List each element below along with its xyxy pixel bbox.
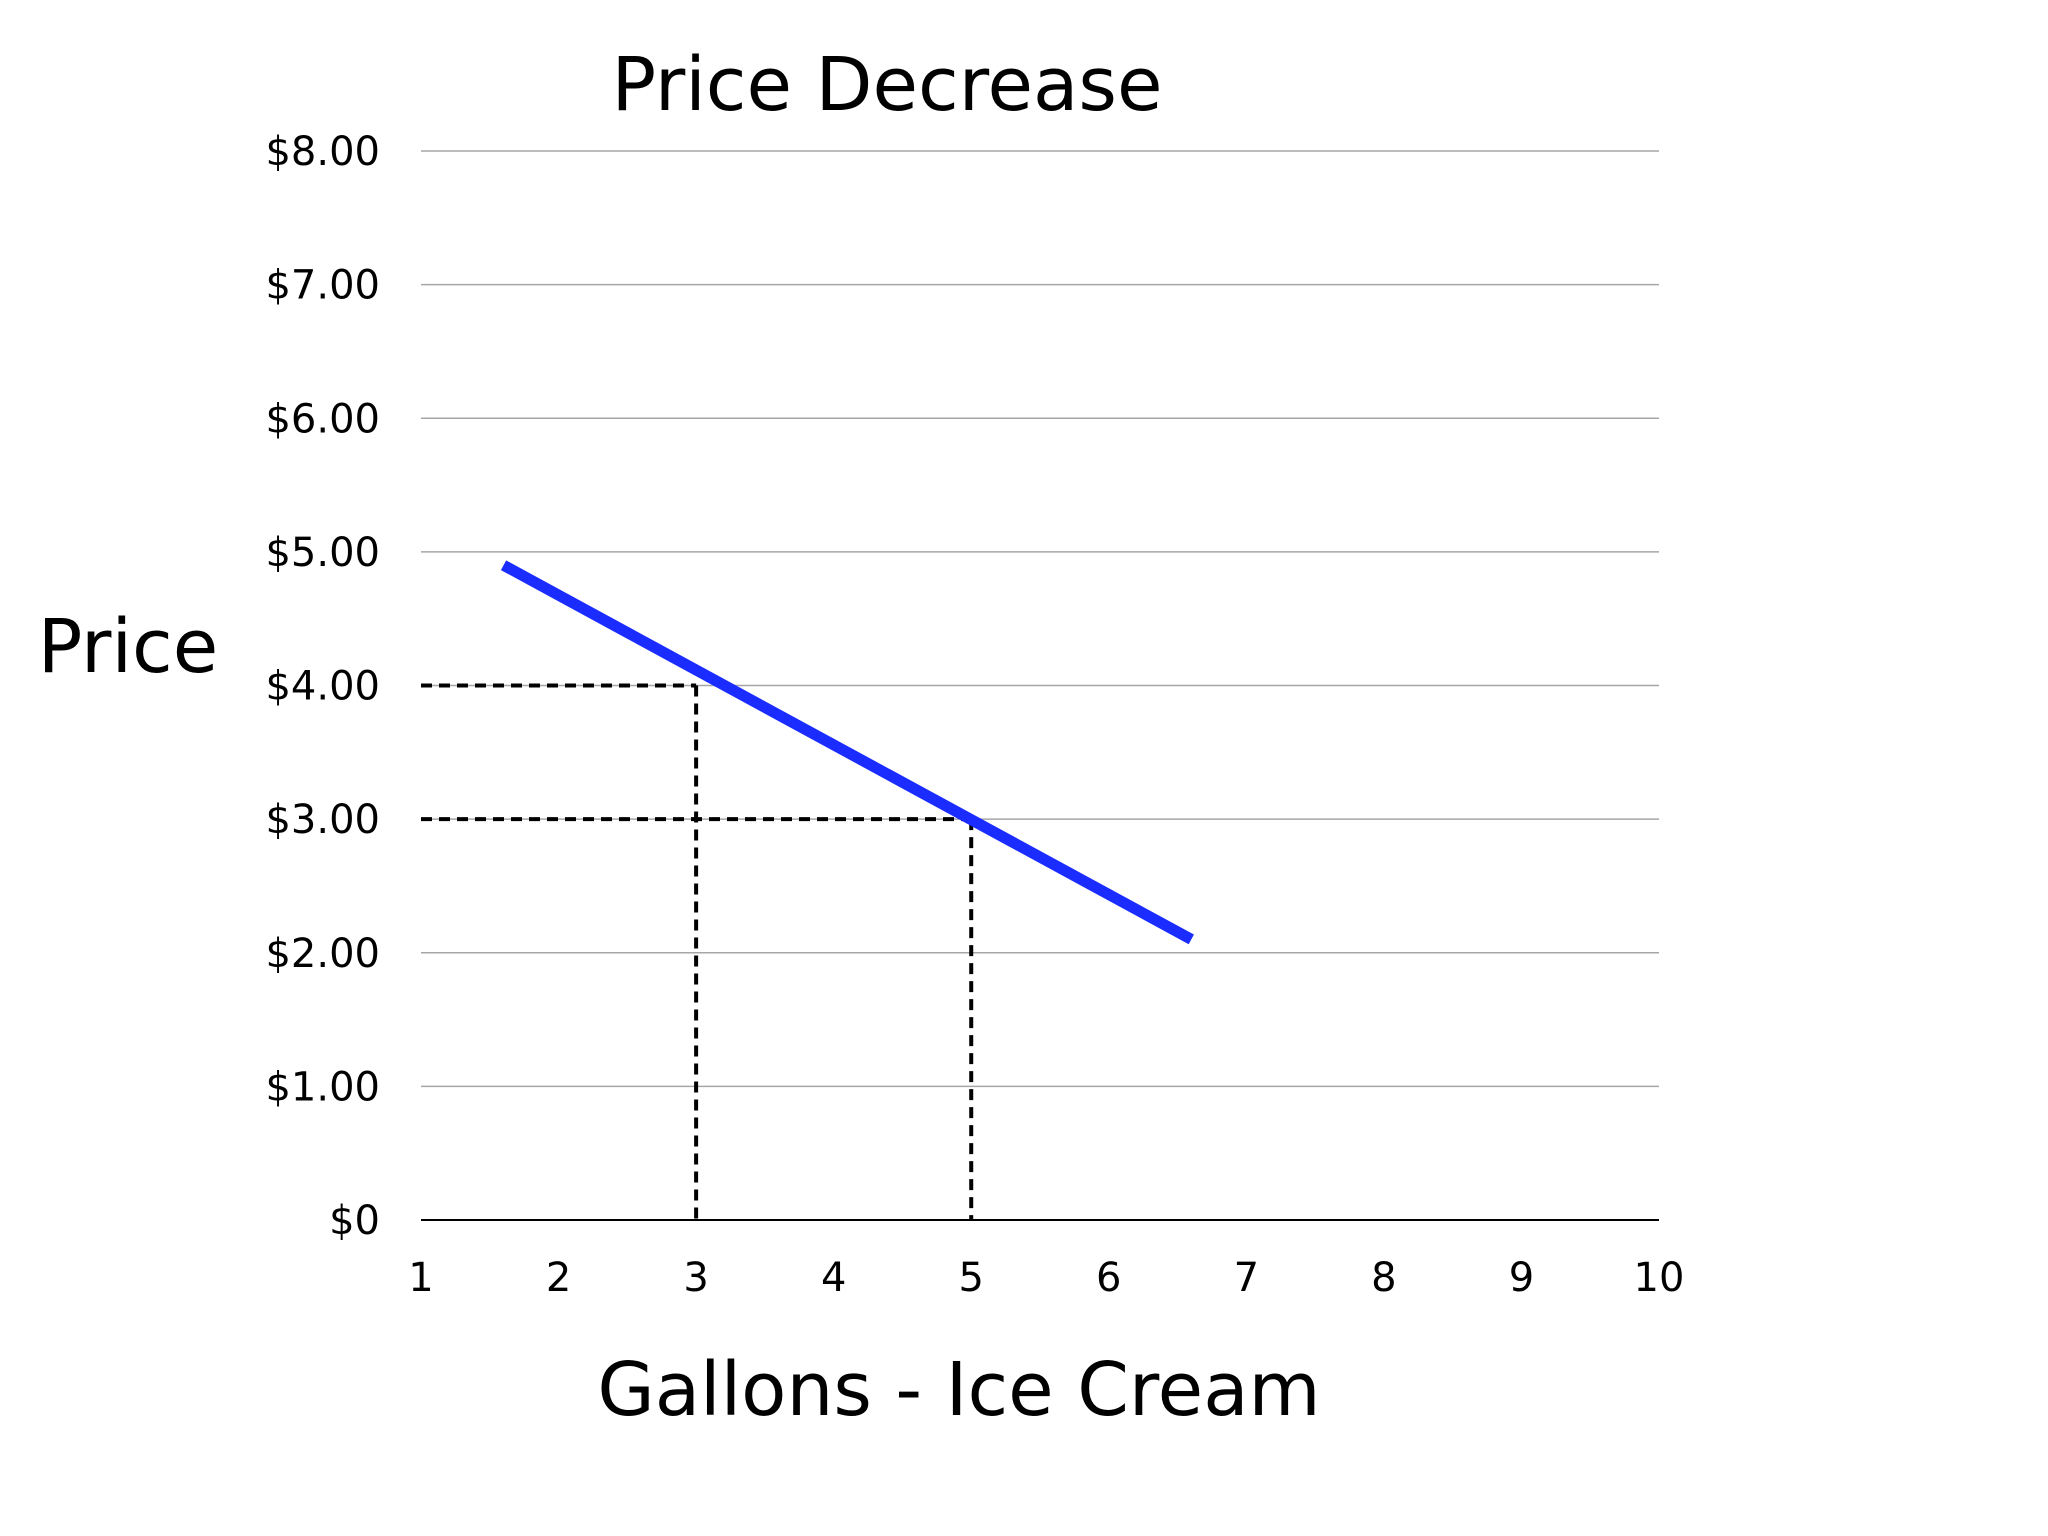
reference-lines bbox=[421, 683, 974, 1220]
x-tick-labels: 1 2 3 4 5 6 7 8 9 10 bbox=[408, 1255, 1684, 1301]
x-tick-label: 10 bbox=[1634, 1255, 1685, 1301]
y-tick-label: $2.00 bbox=[265, 931, 380, 977]
x-tick-label: 7 bbox=[1234, 1255, 1259, 1301]
y-tick-label: $5.00 bbox=[265, 530, 380, 576]
y-tick-label: $4.00 bbox=[265, 664, 380, 710]
x-tick-label: 5 bbox=[958, 1255, 983, 1301]
x-tick-label: 4 bbox=[821, 1255, 846, 1301]
y-tick-label: $8.00 bbox=[265, 129, 380, 175]
y-tick-label: $1.00 bbox=[265, 1064, 380, 1110]
x-tick-label: 3 bbox=[683, 1255, 708, 1301]
y-tick-labels: $0 $1.00 $2.00 $3.00 $4.00 $5.00 $6.00 $7.00 $8.… bbox=[265, 129, 380, 1244]
series-line bbox=[500, 560, 1194, 945]
y-tick-label: $3.00 bbox=[265, 797, 380, 843]
x-tick-label: 2 bbox=[546, 1255, 571, 1301]
y-axis-title: Price bbox=[38, 604, 219, 690]
series-lines bbox=[500, 560, 1194, 945]
chart-title: Price Decrease bbox=[612, 42, 1163, 128]
x-tick-label: 1 bbox=[408, 1255, 433, 1301]
x-tick-label: 6 bbox=[1096, 1255, 1121, 1301]
y-tick-label: $0 bbox=[329, 1198, 380, 1244]
x-tick-label: 9 bbox=[1509, 1255, 1534, 1301]
y-tick-label: $6.00 bbox=[265, 396, 380, 442]
x-tick-label: 8 bbox=[1371, 1255, 1396, 1301]
x-axis-title: Gallons - Ice Cream bbox=[597, 1347, 1320, 1433]
y-tick-label: $7.00 bbox=[265, 263, 380, 309]
